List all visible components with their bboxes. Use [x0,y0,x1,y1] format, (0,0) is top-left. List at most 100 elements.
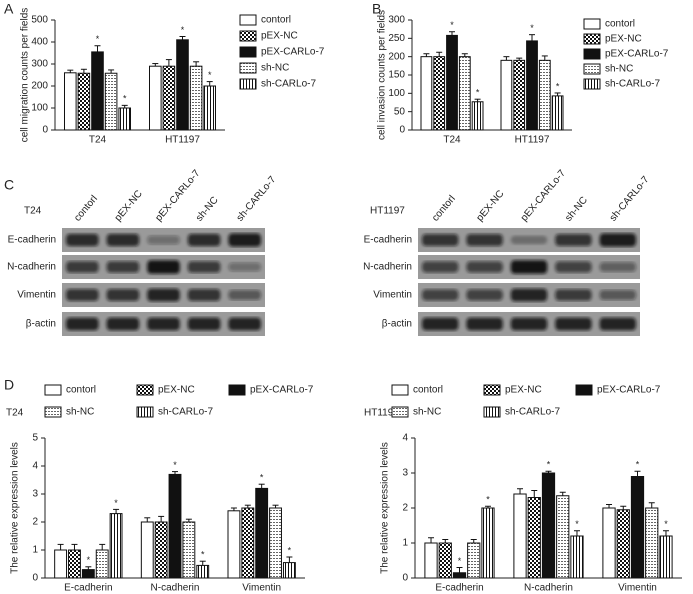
blot-band [147,260,180,274]
legend-swatch [44,384,62,396]
y-tick-label: 500 [31,15,48,26]
bar [104,72,118,131]
blot-band [555,289,592,301]
panel-label: B [372,1,381,17]
row-label: E-cadherin [8,235,56,246]
bar [162,65,176,131]
blot-band [422,234,459,246]
bar [54,549,68,579]
y-tick-label: 200 [388,51,405,62]
bar [196,564,210,579]
y-tick-label: 4 [32,461,38,472]
lane-label: pEX-NC [113,188,145,223]
lane-label: contorl [430,194,458,224]
bar [424,542,438,579]
significance-marker: * [96,34,100,44]
bar [176,39,189,131]
y-tick-label: 4 [402,433,408,444]
y-tick-label: 300 [31,59,48,70]
bar [538,59,551,131]
bar [513,59,526,131]
legend-swatch [583,63,601,75]
blot-band [599,262,636,272]
legend-label: sh-NC [261,63,289,74]
y-tick-label: 300 [388,15,405,26]
blot-band [106,261,140,273]
blot-band [555,261,592,273]
blot-band [510,317,548,331]
row-label: β-actin [382,319,412,330]
significance-marker: * [260,473,264,483]
bar [154,521,168,579]
significance-marker: * [288,545,292,555]
bar [64,72,77,131]
lane-label: contorl [72,194,100,224]
significance-marker: * [476,88,480,98]
legend-label: pEX-CARLo-7 [605,49,669,60]
bar [282,562,296,579]
bar [140,521,154,579]
x-tick-label: Vimentin [618,583,657,594]
significance-marker: * [173,460,177,470]
significance-marker: * [123,94,127,104]
legend-swatch [44,406,62,418]
bar [109,513,123,579]
blot-band [147,235,180,245]
blot-band [599,317,636,331]
blot-band [187,261,221,273]
y-tick-label: 0 [402,573,408,584]
blot-band [106,289,140,301]
chart-title: HT1197 [364,408,399,419]
legend-label: pEX-NC [505,385,542,396]
x-tick-label: Vimentin [242,583,281,594]
bar [500,59,513,131]
legend-swatch [391,406,409,418]
significance-marker: * [575,519,579,529]
legend-label: sh-NC [605,64,633,75]
legend-swatch [136,384,154,396]
lane-label: pEX-CARLo-7 [519,168,568,224]
bar [81,569,95,579]
blot-band [555,317,592,331]
significance-marker: * [636,460,640,470]
x-tick-label: N-cadherin [524,583,573,594]
y-axis-label: The relative expression levels [380,442,391,574]
legend-label: pEX-CARLo-7 [250,385,314,396]
blot-band [106,317,140,331]
legend-label: sh-CARLo-7 [605,79,660,90]
significance-marker: * [530,23,534,33]
blot-band [466,234,503,246]
chart-title: T24 [6,408,24,419]
legend-label: sh-CARLo-7 [505,407,560,418]
bar [446,34,458,131]
bar [556,495,570,579]
row-label: N-cadherin [7,262,56,273]
bar [527,497,541,579]
bar [526,40,538,131]
significance-marker: * [181,25,185,35]
blot-band [599,233,636,247]
significance-marker: * [486,495,490,505]
y-axis-label: The relative expression levels [10,442,21,574]
significance-marker: * [547,460,551,470]
y-tick-label: 5 [32,433,38,444]
blot-band [510,235,548,245]
blot-title: HT1197 [370,206,405,217]
significance-marker: * [114,498,118,508]
blot-band [228,290,261,300]
legend-label: sh-NC [66,407,94,418]
blot-title: T24 [24,206,42,217]
legend-swatch [483,384,501,396]
bar [91,51,104,131]
y-tick-label: 2 [32,517,38,528]
bar [227,510,241,579]
panel-label: C [4,177,14,193]
significance-marker: * [87,555,91,565]
legend-swatch [583,33,601,45]
blot-band [66,233,99,247]
y-tick-label: 100 [388,88,405,99]
significance-marker: * [201,550,205,560]
bar [438,542,452,579]
legend-label: pEX-CARLo-7 [597,385,661,396]
bar [168,473,182,579]
